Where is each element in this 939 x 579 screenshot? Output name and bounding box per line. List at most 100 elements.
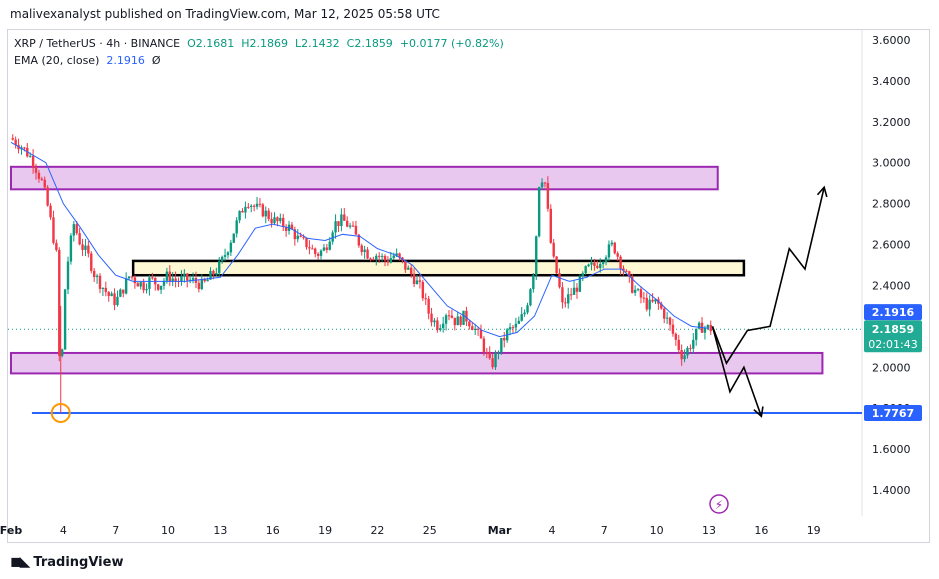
x-tick-label: 4: [60, 524, 67, 537]
chart-frame[interactable]: [7, 29, 930, 543]
candle: [75, 224, 78, 234]
candle: [473, 328, 477, 330]
current-price-label: 2.1859: [872, 323, 914, 336]
chart-legend: XRP / TetherUS · 4h · BINANCE O2.1681 H2…: [14, 35, 504, 69]
symbol-label[interactable]: XRP / TetherUS · 4h · BINANCE: [14, 37, 181, 50]
candle: [447, 315, 451, 317]
candle: [223, 255, 227, 257]
candle: [78, 233, 81, 245]
candle: [60, 349, 64, 356]
support-price-label: 1.7767: [872, 407, 914, 420]
x-tick-label: 10: [650, 524, 664, 537]
y-tick-label: 2.0000: [872, 361, 911, 374]
y-tick-label: 3.2000: [872, 116, 911, 129]
candle: [686, 347, 689, 356]
candle: [328, 241, 331, 250]
candle: [55, 242, 58, 251]
candle: [441, 323, 445, 329]
candle: [174, 278, 177, 282]
candle: [351, 225, 355, 227]
candle: [692, 339, 695, 349]
projection-arrowhead-1: [816, 185, 828, 198]
candle: [674, 333, 678, 340]
y-tick-label: 3.6000: [872, 34, 911, 47]
candle: [63, 289, 67, 350]
candle: [66, 261, 70, 290]
candle: [331, 232, 334, 242]
candle: [354, 225, 358, 235]
candle: [191, 278, 195, 280]
candle: [319, 250, 323, 256]
candle: [409, 267, 413, 274]
candle: [555, 256, 558, 274]
candle: [226, 252, 230, 256]
candle: [264, 210, 267, 217]
candle: [241, 210, 244, 213]
x-tick-label: 13: [213, 524, 227, 537]
ema-label[interactable]: EMA (20, close): [14, 54, 100, 67]
candle: [619, 256, 622, 269]
candle: [695, 328, 698, 340]
candle: [377, 255, 381, 257]
candle: [49, 205, 52, 218]
tradingview-logo-text: TradingView: [33, 554, 124, 570]
lightning-glyph-icon: ⚡: [715, 498, 723, 512]
x-tick-label: 7: [112, 524, 119, 537]
candle: [101, 287, 105, 289]
candle: [267, 210, 270, 219]
candle: [479, 329, 483, 339]
candle: [127, 276, 131, 279]
candle: [40, 178, 44, 180]
candle: [235, 220, 238, 234]
candle: [450, 315, 454, 318]
y-tick-label: 3.0000: [872, 157, 911, 170]
candle: [421, 281, 425, 299]
candle: [119, 289, 122, 297]
candle: [165, 271, 169, 281]
candle: [293, 229, 297, 240]
tradingview-logo[interactable]: ◼◣ TradingView: [10, 554, 123, 570]
x-tick-label: 16: [266, 524, 280, 537]
candle: [34, 166, 38, 173]
candle: [587, 264, 590, 267]
candle: [314, 248, 317, 254]
alert-lightning-icon: [709, 494, 729, 514]
candle: [415, 280, 419, 285]
candle: [482, 338, 486, 353]
candle: [628, 271, 631, 277]
candle: [604, 257, 608, 263]
candle: [52, 217, 55, 243]
x-tick-label: 19: [807, 524, 821, 537]
ema-value: 2.1916: [106, 54, 145, 67]
candle: [72, 224, 76, 236]
candle: [677, 339, 680, 351]
candle: [407, 267, 410, 270]
candle: [84, 245, 87, 250]
candle: [412, 273, 416, 285]
candle: [546, 183, 550, 209]
candle: [572, 287, 576, 295]
candle: [471, 326, 474, 330]
candle: [549, 208, 552, 243]
candle: [622, 268, 625, 271]
candle: [453, 317, 457, 326]
candle: [107, 291, 110, 297]
candle: [532, 275, 535, 290]
candle: [104, 287, 108, 292]
candle: [503, 338, 506, 341]
candle: [325, 247, 329, 250]
candle: [46, 187, 49, 206]
candle: [145, 288, 148, 291]
ema-visibility-icon[interactable]: Ø: [151, 54, 161, 67]
candle: [520, 314, 523, 321]
candle: [156, 284, 160, 290]
x-tick-label: 4: [548, 524, 555, 537]
candle: [386, 260, 390, 263]
candle: [302, 236, 305, 238]
candle: [186, 273, 189, 281]
candle: [526, 305, 529, 313]
candle: [404, 260, 407, 270]
candle: [69, 235, 73, 262]
candle: [488, 352, 491, 359]
